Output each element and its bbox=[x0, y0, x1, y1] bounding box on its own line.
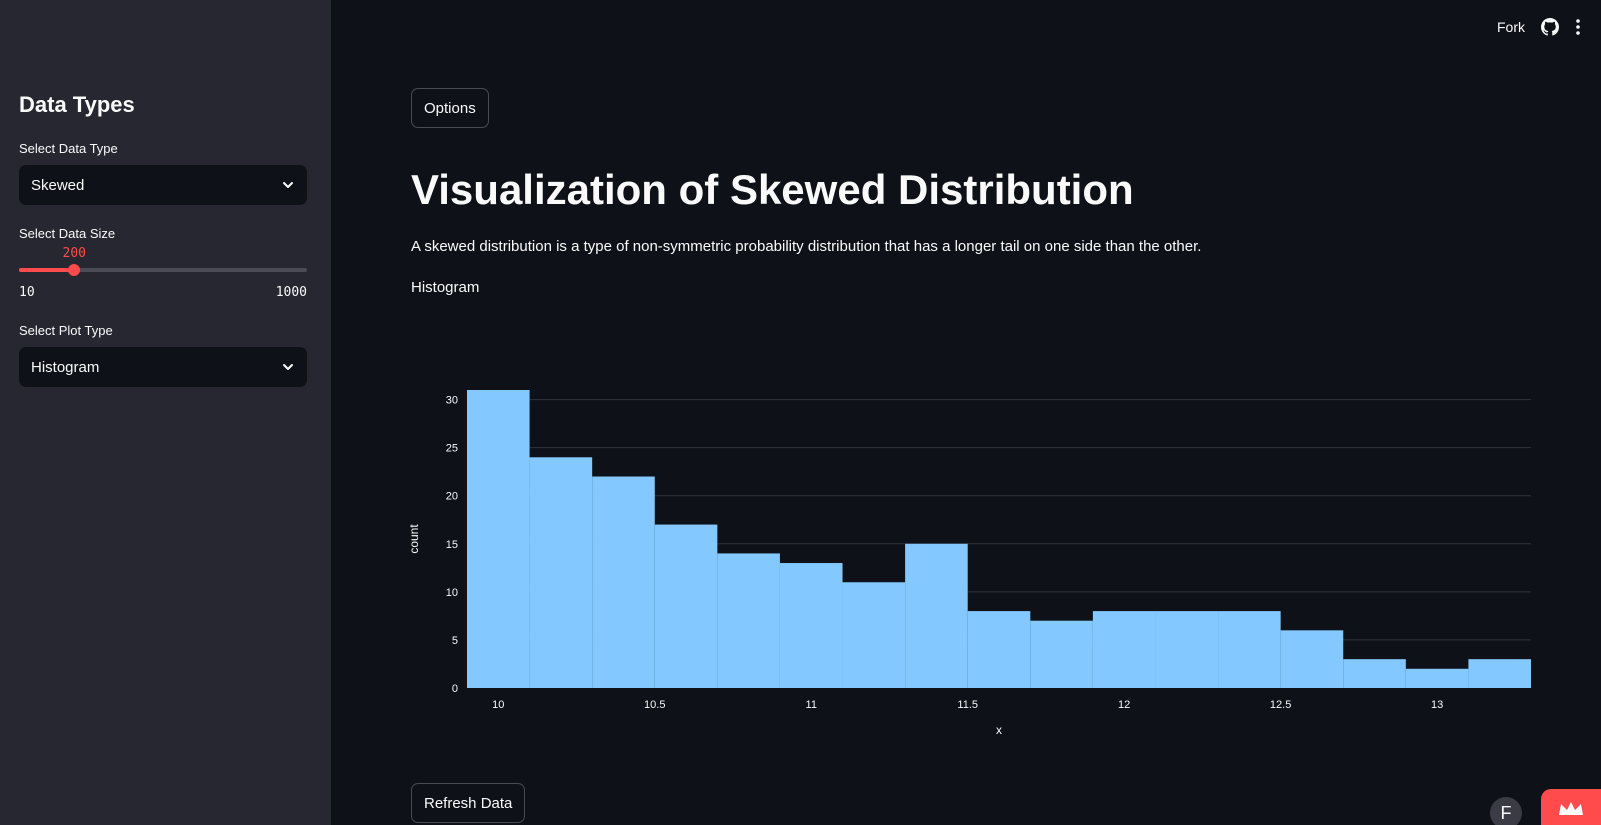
sidebar: Data Types Select Data Type Skewed Selec… bbox=[0, 0, 331, 825]
histogram-bar bbox=[905, 543, 968, 688]
data-size-label: Select Data Size bbox=[19, 226, 116, 241]
slider-fill bbox=[19, 268, 75, 272]
plot-label: Histogram bbox=[411, 279, 480, 296]
histogram-chart: 0 5 10 15 20 25 30 10 10.5 11 11.5 12 12.5 13 x count bbox=[407, 390, 1531, 737]
sidebar-title: Data Types bbox=[19, 92, 135, 117]
y-tick-label: 25 bbox=[446, 443, 458, 455]
header-toolbar: Fork bbox=[1497, 18, 1581, 36]
histogram-bar bbox=[1343, 659, 1406, 688]
histogram-bar bbox=[1155, 611, 1219, 688]
x-axis-title: x bbox=[996, 723, 1002, 737]
options-button[interactable]: Options bbox=[411, 88, 489, 128]
y-tick-label: 30 bbox=[446, 395, 458, 407]
y-axis-title: count bbox=[407, 524, 421, 554]
x-tick-label: 10.5 bbox=[644, 699, 665, 711]
x-tick-label: 13 bbox=[1431, 699, 1443, 711]
y-tick-label: 15 bbox=[446, 539, 458, 551]
plot-type-value: Histogram bbox=[31, 358, 100, 376]
plot-type-select[interactable]: Histogram bbox=[19, 347, 307, 387]
plot-type-label: Select Plot Type bbox=[19, 323, 113, 338]
x-tick-label: 11 bbox=[806, 699, 817, 711]
chevron-down-icon bbox=[283, 364, 293, 370]
histogram-bar bbox=[1405, 668, 1469, 688]
histogram-bar bbox=[967, 611, 1031, 688]
y-tick-label: 5 bbox=[452, 635, 458, 647]
data-type-value: Skewed bbox=[31, 176, 85, 194]
histogram-bar bbox=[1092, 611, 1156, 688]
histogram-bar bbox=[1468, 659, 1531, 688]
x-tick-label: 10 bbox=[492, 699, 504, 711]
x-tick-label: 11.5 bbox=[957, 699, 978, 711]
slider-min: 10 bbox=[19, 285, 35, 300]
streamlit-crown-button[interactable] bbox=[1541, 789, 1601, 825]
refresh-data-button[interactable]: Refresh Data bbox=[411, 783, 526, 823]
data-type-select[interactable]: Skewed bbox=[19, 165, 307, 205]
github-icon[interactable] bbox=[1541, 18, 1559, 36]
fork-link[interactable]: Fork bbox=[1497, 19, 1525, 35]
histogram-bar bbox=[842, 582, 906, 688]
f-badge-icon[interactable]: F bbox=[1490, 797, 1522, 825]
more-vertical-icon[interactable] bbox=[1575, 18, 1581, 36]
histogram-bar bbox=[1030, 620, 1093, 688]
histogram-bar bbox=[717, 553, 780, 688]
data-type-label: Select Data Type bbox=[19, 141, 118, 156]
data-size-value: 200 bbox=[62, 246, 87, 261]
histogram-bar bbox=[529, 457, 593, 688]
y-tick-label: 0 bbox=[452, 683, 458, 695]
crown-icon bbox=[1559, 802, 1583, 815]
histogram-bar bbox=[779, 563, 843, 688]
slider-thumb[interactable] bbox=[68, 264, 81, 276]
data-size-slider[interactable] bbox=[19, 264, 307, 276]
histogram-bar bbox=[1218, 611, 1281, 688]
histogram-bar bbox=[1280, 630, 1344, 688]
y-tick-label: 20 bbox=[446, 491, 458, 503]
page-description: A skewed distribution is a type of non-s… bbox=[411, 238, 1202, 255]
histogram-bar bbox=[592, 476, 655, 688]
page-title: Visualization of Skewed Distribution bbox=[411, 166, 1134, 213]
x-tick-label: 12 bbox=[1118, 699, 1130, 711]
x-tick-label: 12.5 bbox=[1270, 699, 1291, 711]
chevron-down-icon bbox=[283, 182, 293, 188]
slider-max: 1000 bbox=[275, 285, 307, 300]
y-tick-label: 10 bbox=[446, 587, 458, 599]
histogram-bar bbox=[467, 390, 530, 688]
histogram-bar bbox=[654, 524, 718, 688]
